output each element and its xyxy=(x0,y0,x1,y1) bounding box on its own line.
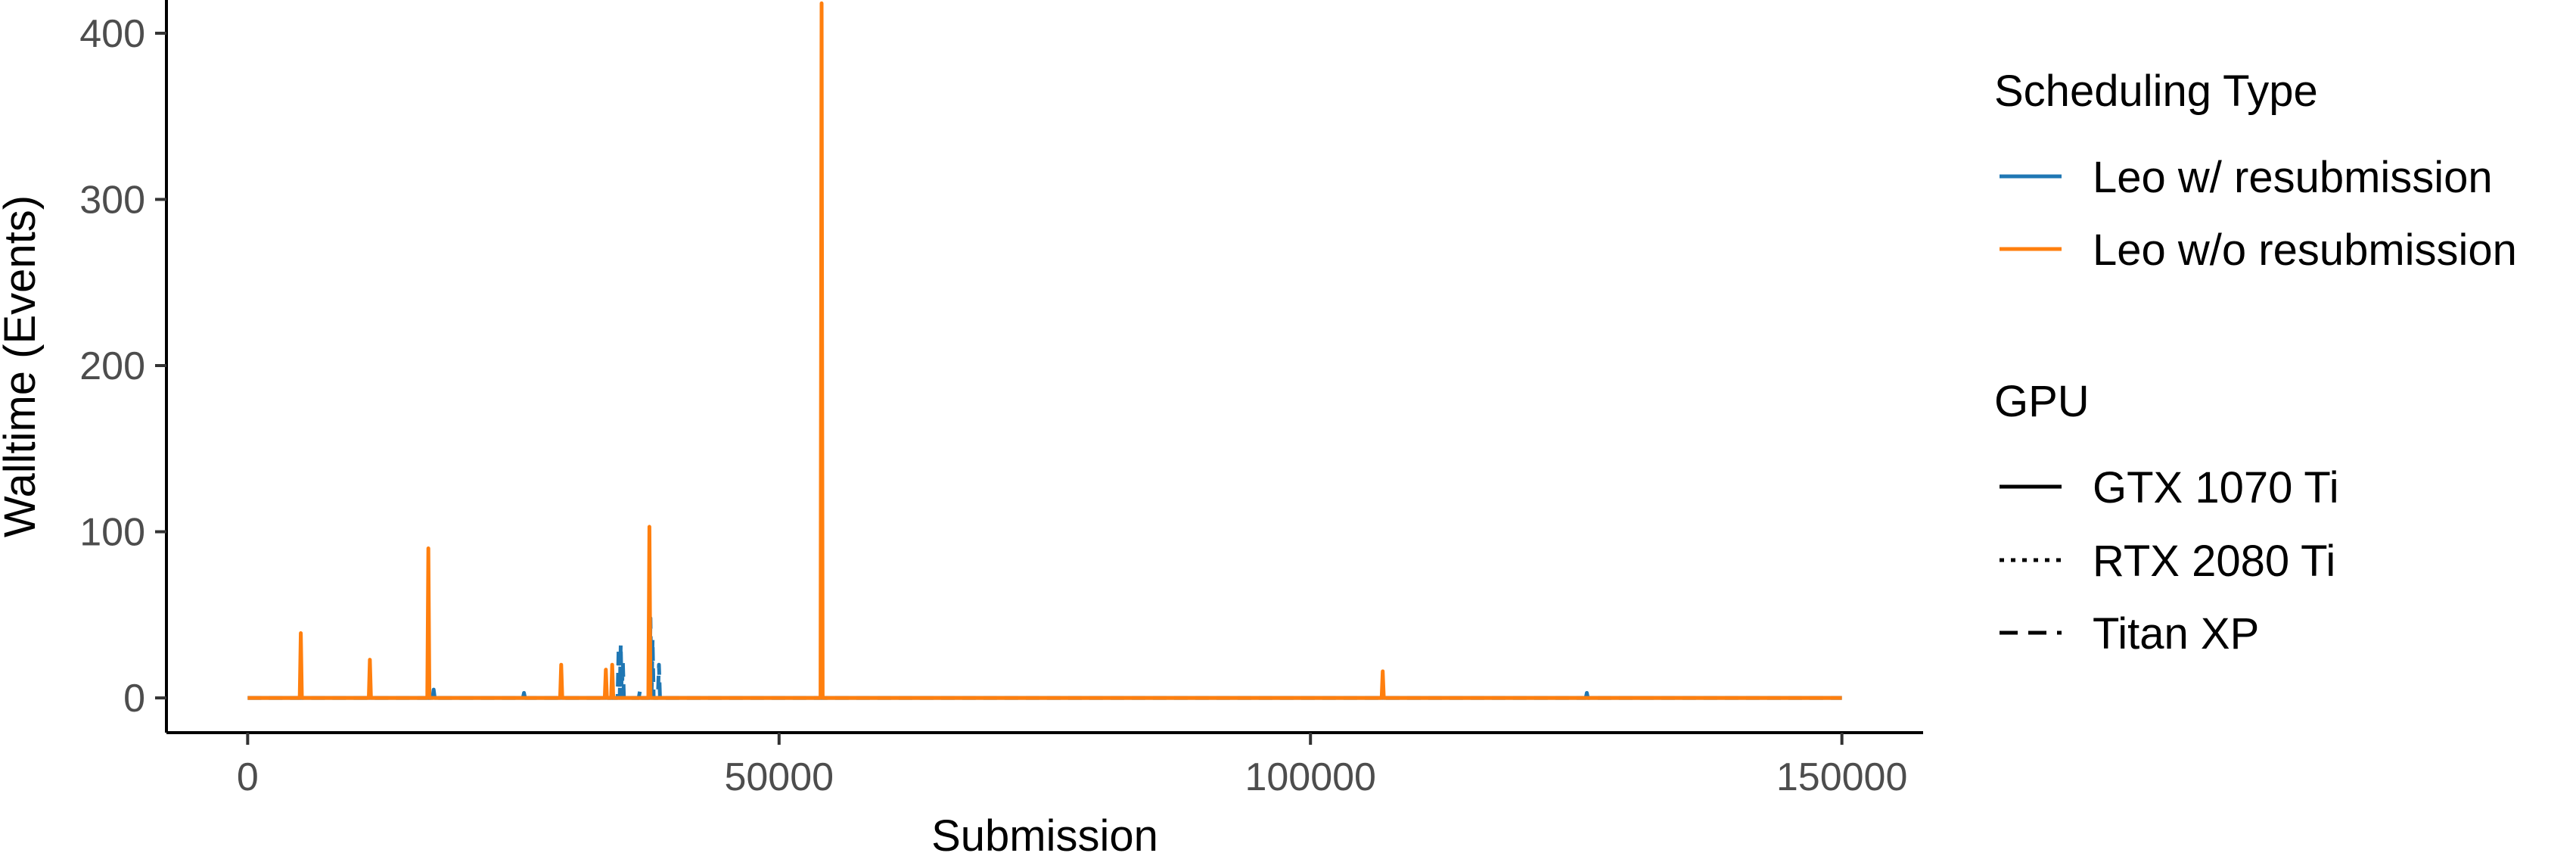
legend-label-rtx-2080-ti: RTX 2080 Ti xyxy=(2093,537,2335,586)
series-layer xyxy=(247,1,1842,700)
x-tick-label: 150000 xyxy=(1776,755,1908,799)
series-line-leo-w-o-resubmission-gtx-1070-ti xyxy=(247,1,1842,700)
legend-label-titan-xp: Titan XP xyxy=(2093,609,2259,658)
series-line-leo-w-resubmission-titan-xp xyxy=(247,616,1842,700)
y-tick-label: 100 xyxy=(79,511,145,555)
y-tick-label: 0 xyxy=(123,677,145,721)
x-tick-label: 100000 xyxy=(1244,755,1376,799)
x-tick-label: 50000 xyxy=(724,755,834,799)
x-tick-label: 0 xyxy=(237,755,259,799)
legend-label-gtx-1070-ti: GTX 1070 Ti xyxy=(2093,463,2339,512)
legend: Scheduling Type Leo w/ resubmission Leo … xyxy=(1994,67,2517,658)
series-line-leo-w-resubmission-gtx-1070-ti xyxy=(247,687,1842,700)
x-axis-ticks: 0 50000 100000 150000 xyxy=(237,733,1907,799)
y-axis-title: Walltime (Events) xyxy=(0,195,45,537)
x-axis-title: Submission xyxy=(931,811,1158,853)
y-tick-label: 300 xyxy=(79,178,145,222)
legend-label-leo-without-resubmission: Leo w/o resubmission xyxy=(2093,226,2517,275)
legend-title-scheduling: Scheduling Type xyxy=(1994,67,2318,116)
y-tick-label: 400 xyxy=(79,12,145,56)
legend-label-leo-with-resubmission: Leo w/ resubmission xyxy=(2093,153,2493,202)
y-tick-label: 200 xyxy=(79,344,145,388)
legend-title-gpu: GPU xyxy=(1994,377,2090,426)
y-axis-ticks: 0 100 200 300 400 xyxy=(79,12,166,721)
